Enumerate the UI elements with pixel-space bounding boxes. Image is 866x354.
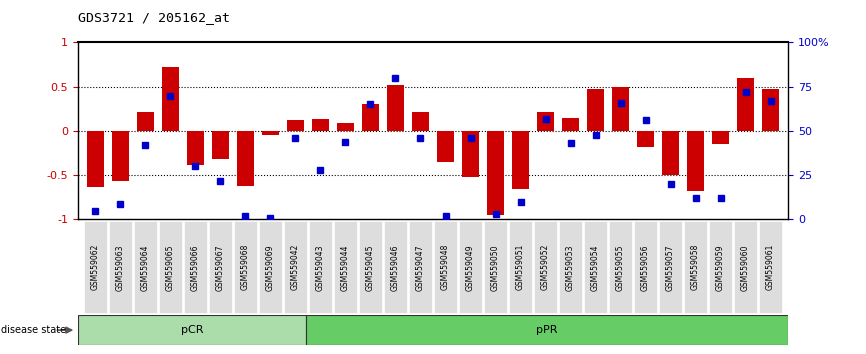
Bar bbox=[212, 131, 229, 159]
FancyBboxPatch shape bbox=[109, 221, 132, 313]
Bar bbox=[288, 120, 304, 131]
Text: GSM559063: GSM559063 bbox=[116, 244, 125, 291]
FancyBboxPatch shape bbox=[610, 221, 632, 313]
Bar bbox=[437, 131, 454, 162]
Text: GSM559048: GSM559048 bbox=[441, 244, 450, 291]
Bar bbox=[637, 131, 654, 147]
Text: GSM559058: GSM559058 bbox=[691, 244, 700, 291]
Bar bbox=[362, 104, 378, 131]
FancyBboxPatch shape bbox=[309, 221, 332, 313]
Text: GSM559045: GSM559045 bbox=[366, 244, 375, 291]
FancyBboxPatch shape bbox=[634, 221, 656, 313]
Bar bbox=[738, 78, 753, 131]
FancyBboxPatch shape bbox=[434, 221, 456, 313]
Bar bbox=[87, 131, 104, 187]
Text: pCR: pCR bbox=[181, 325, 204, 335]
Text: GSM559068: GSM559068 bbox=[241, 244, 250, 291]
FancyBboxPatch shape bbox=[284, 221, 307, 313]
Text: GSM559053: GSM559053 bbox=[566, 244, 575, 291]
FancyBboxPatch shape bbox=[509, 221, 532, 313]
Text: GSM559051: GSM559051 bbox=[516, 244, 525, 291]
Text: GSM559055: GSM559055 bbox=[616, 244, 625, 291]
Bar bbox=[412, 112, 429, 131]
FancyBboxPatch shape bbox=[484, 221, 507, 313]
Bar bbox=[587, 90, 604, 131]
Text: GSM559042: GSM559042 bbox=[291, 244, 300, 291]
FancyBboxPatch shape bbox=[134, 221, 157, 313]
Bar bbox=[688, 131, 704, 191]
Bar bbox=[162, 67, 178, 131]
Text: GSM559065: GSM559065 bbox=[166, 244, 175, 291]
Bar bbox=[387, 85, 404, 131]
Text: GSM559062: GSM559062 bbox=[91, 244, 100, 291]
Bar bbox=[237, 131, 254, 186]
FancyBboxPatch shape bbox=[585, 221, 607, 313]
Bar bbox=[338, 123, 353, 131]
Text: GSM559057: GSM559057 bbox=[666, 244, 675, 291]
Bar bbox=[138, 112, 153, 131]
Bar bbox=[538, 112, 553, 131]
FancyBboxPatch shape bbox=[709, 221, 732, 313]
FancyBboxPatch shape bbox=[559, 221, 582, 313]
Text: GSM559059: GSM559059 bbox=[716, 244, 725, 291]
FancyBboxPatch shape bbox=[659, 221, 682, 313]
FancyBboxPatch shape bbox=[234, 221, 256, 313]
Bar bbox=[307, 315, 788, 345]
Text: GSM559052: GSM559052 bbox=[541, 244, 550, 291]
Text: GSM559064: GSM559064 bbox=[141, 244, 150, 291]
Bar bbox=[562, 118, 578, 131]
Bar bbox=[488, 131, 504, 215]
Text: GSM559050: GSM559050 bbox=[491, 244, 500, 291]
Text: pPR: pPR bbox=[536, 325, 558, 335]
FancyBboxPatch shape bbox=[159, 221, 182, 313]
FancyBboxPatch shape bbox=[734, 221, 757, 313]
Bar bbox=[462, 131, 479, 177]
FancyBboxPatch shape bbox=[385, 221, 407, 313]
Text: GSM559054: GSM559054 bbox=[591, 244, 600, 291]
FancyBboxPatch shape bbox=[410, 221, 432, 313]
Bar bbox=[612, 87, 629, 131]
Bar bbox=[113, 131, 128, 181]
Text: GSM559066: GSM559066 bbox=[191, 244, 200, 291]
FancyBboxPatch shape bbox=[210, 221, 232, 313]
Text: disease state: disease state bbox=[1, 325, 66, 335]
Bar bbox=[662, 131, 679, 175]
Text: GSM559060: GSM559060 bbox=[741, 244, 750, 291]
Text: GSM559061: GSM559061 bbox=[766, 244, 775, 291]
FancyBboxPatch shape bbox=[334, 221, 357, 313]
Bar bbox=[713, 131, 728, 144]
Text: GSM559049: GSM559049 bbox=[466, 244, 475, 291]
FancyBboxPatch shape bbox=[184, 221, 207, 313]
FancyBboxPatch shape bbox=[84, 221, 107, 313]
FancyBboxPatch shape bbox=[259, 221, 281, 313]
Text: GSM559046: GSM559046 bbox=[391, 244, 400, 291]
Text: GSM559069: GSM559069 bbox=[266, 244, 275, 291]
Text: GSM559067: GSM559067 bbox=[216, 244, 225, 291]
Text: GSM559043: GSM559043 bbox=[316, 244, 325, 291]
Text: GSM559056: GSM559056 bbox=[641, 244, 650, 291]
Text: GSM559044: GSM559044 bbox=[341, 244, 350, 291]
FancyBboxPatch shape bbox=[759, 221, 782, 313]
Bar bbox=[313, 120, 328, 131]
Bar bbox=[513, 131, 528, 188]
FancyBboxPatch shape bbox=[684, 221, 707, 313]
FancyBboxPatch shape bbox=[359, 221, 382, 313]
Text: GSM559047: GSM559047 bbox=[416, 244, 425, 291]
Bar bbox=[78, 315, 307, 345]
Bar bbox=[187, 131, 204, 165]
Bar bbox=[262, 131, 279, 136]
FancyBboxPatch shape bbox=[459, 221, 481, 313]
FancyBboxPatch shape bbox=[534, 221, 557, 313]
Text: GDS3721 / 205162_at: GDS3721 / 205162_at bbox=[78, 11, 230, 24]
Bar bbox=[762, 88, 779, 131]
